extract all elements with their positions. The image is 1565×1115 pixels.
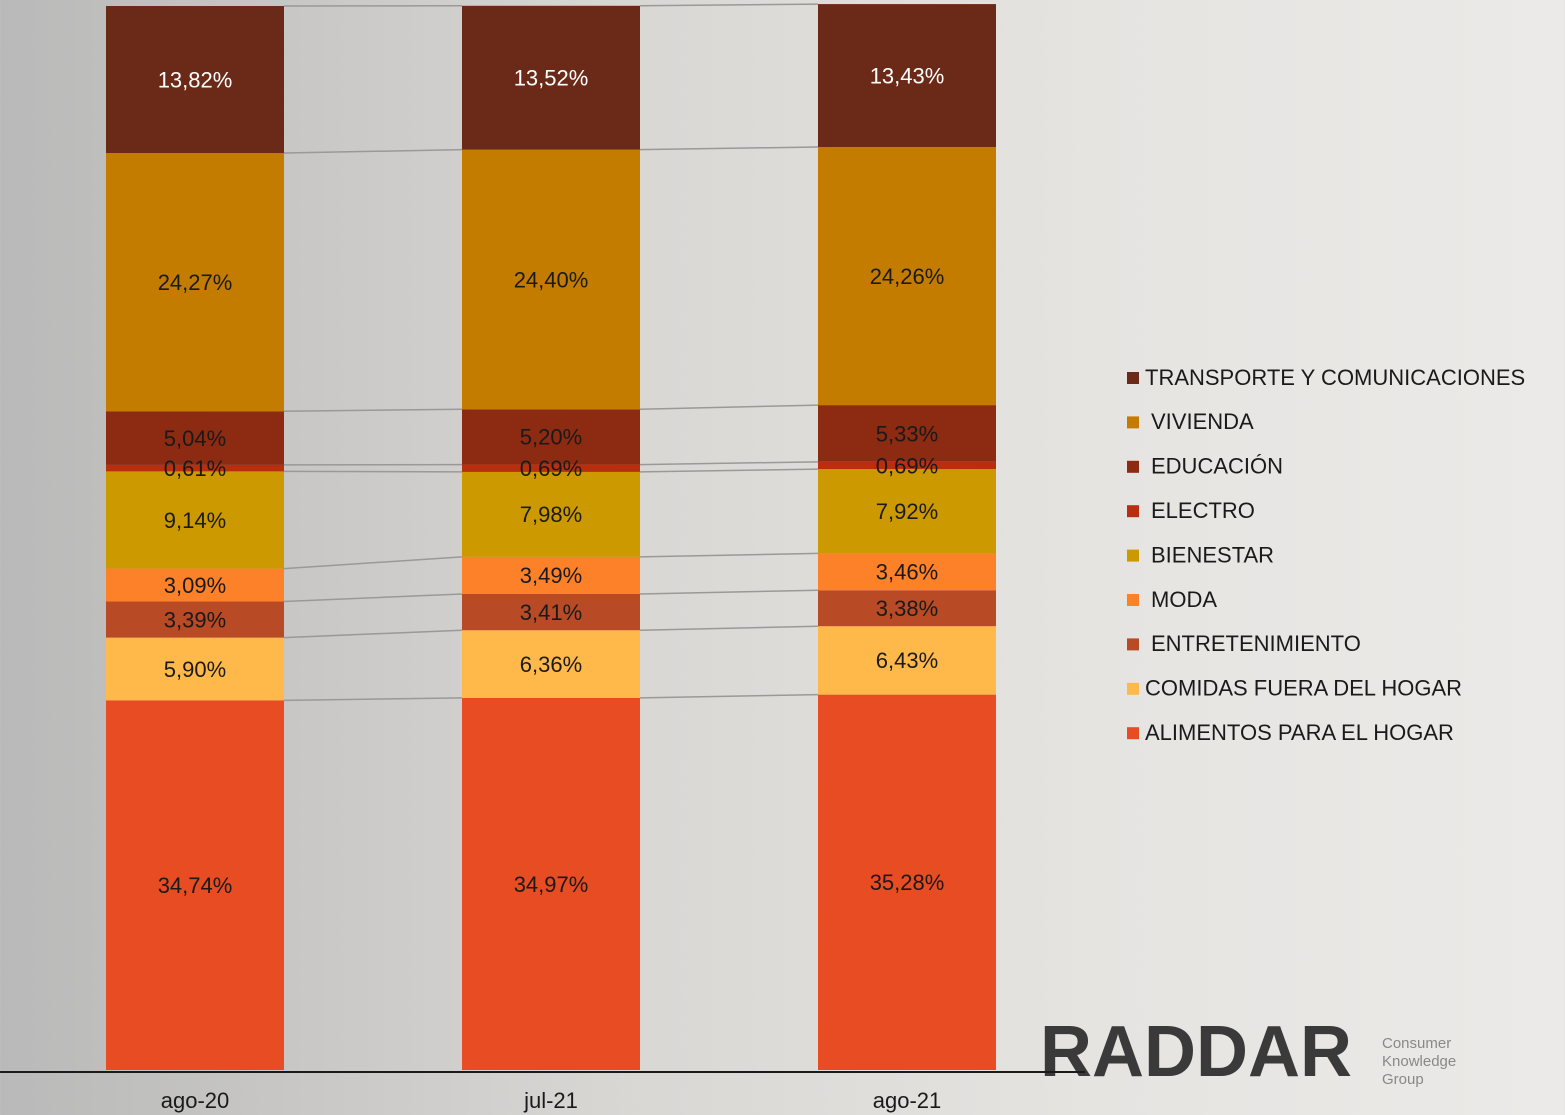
legend-swatch xyxy=(1127,505,1139,517)
value-label: 3,39% xyxy=(164,607,226,632)
value-label: 5,20% xyxy=(520,425,582,450)
value-label: 7,98% xyxy=(520,502,582,527)
value-label: 0,69% xyxy=(876,453,938,478)
series-line xyxy=(284,630,462,637)
value-label: 24,40% xyxy=(514,267,589,292)
value-label: 13,82% xyxy=(158,67,233,92)
value-label: 13,52% xyxy=(514,66,589,91)
page: RADDAR Consumer Knowledge Group 34,74% 5,… xyxy=(0,0,1565,1115)
series-line xyxy=(284,471,462,472)
value-label: 5,04% xyxy=(164,426,226,451)
logo-name: RADDAR xyxy=(1040,1012,1352,1092)
value-label: 3,46% xyxy=(876,560,938,585)
value-label: 3,38% xyxy=(876,596,938,621)
series-line xyxy=(640,695,818,698)
series-line xyxy=(640,4,818,6)
legend-label: ENTRETENIMIENTO xyxy=(1151,631,1361,656)
x-tick-label: ago-20 xyxy=(161,1088,230,1113)
logo-tagline: Knowledge xyxy=(1382,1053,1456,1070)
series-line xyxy=(284,150,462,153)
value-label: 5,90% xyxy=(164,657,226,682)
series-line xyxy=(284,557,462,569)
value-label: 0,61% xyxy=(164,456,226,481)
legend-swatch xyxy=(1127,372,1139,384)
legend-swatch xyxy=(1127,416,1139,428)
value-label: 6,36% xyxy=(520,652,582,677)
chart: RADDAR Consumer Knowledge Group 34,74% 5,… xyxy=(0,0,1565,1115)
value-label: 0,69% xyxy=(520,456,582,481)
series-line xyxy=(284,698,462,700)
value-label: 24,27% xyxy=(158,270,233,295)
logo-tagline: Group xyxy=(1382,1071,1424,1088)
legend-swatch xyxy=(1127,683,1139,695)
x-tick-label: jul-21 xyxy=(523,1088,578,1113)
value-label: 34,74% xyxy=(158,873,233,898)
value-label: 3,49% xyxy=(520,563,582,588)
legend-label: EDUCACIÓN xyxy=(1151,454,1283,479)
logo-tagline: Consumer xyxy=(1382,1035,1451,1052)
legend-label: TRANSPORTE Y COMUNICACIONES xyxy=(1145,365,1525,390)
legend-swatch xyxy=(1127,638,1139,650)
value-label: 24,26% xyxy=(870,264,945,289)
legend-label: VIVIENDA xyxy=(1151,409,1254,434)
legend-swatch xyxy=(1127,594,1139,606)
value-label: 34,97% xyxy=(514,872,589,897)
series-line xyxy=(284,409,462,411)
series-line xyxy=(640,147,818,150)
value-label: 3,09% xyxy=(164,573,226,598)
legend-label: ELECTRO xyxy=(1151,498,1255,523)
series-line xyxy=(640,553,818,556)
series-line xyxy=(640,405,818,409)
legend-swatch xyxy=(1127,461,1139,473)
x-tick-label: ago-21 xyxy=(873,1088,942,1113)
value-label: 5,33% xyxy=(876,421,938,446)
legend-label: COMIDAS FUERA DEL HOGAR xyxy=(1145,676,1462,701)
value-label: 3,41% xyxy=(520,600,582,625)
value-label: 7,92% xyxy=(876,499,938,524)
value-label: 9,14% xyxy=(164,508,226,533)
series-line xyxy=(640,469,818,472)
legend-label: MODA xyxy=(1151,587,1217,612)
value-label: 13,43% xyxy=(870,63,945,88)
value-label: 6,43% xyxy=(876,648,938,673)
series-line xyxy=(284,594,462,602)
legend-label: ALIMENTOS PARA EL HOGAR xyxy=(1145,720,1454,745)
series-line xyxy=(640,626,818,630)
series-line xyxy=(640,462,818,465)
legend-label: BIENESTAR xyxy=(1151,542,1274,567)
series-line xyxy=(640,590,818,594)
legend-swatch xyxy=(1127,727,1139,739)
value-label: 35,28% xyxy=(870,870,945,895)
legend-swatch xyxy=(1127,550,1139,562)
